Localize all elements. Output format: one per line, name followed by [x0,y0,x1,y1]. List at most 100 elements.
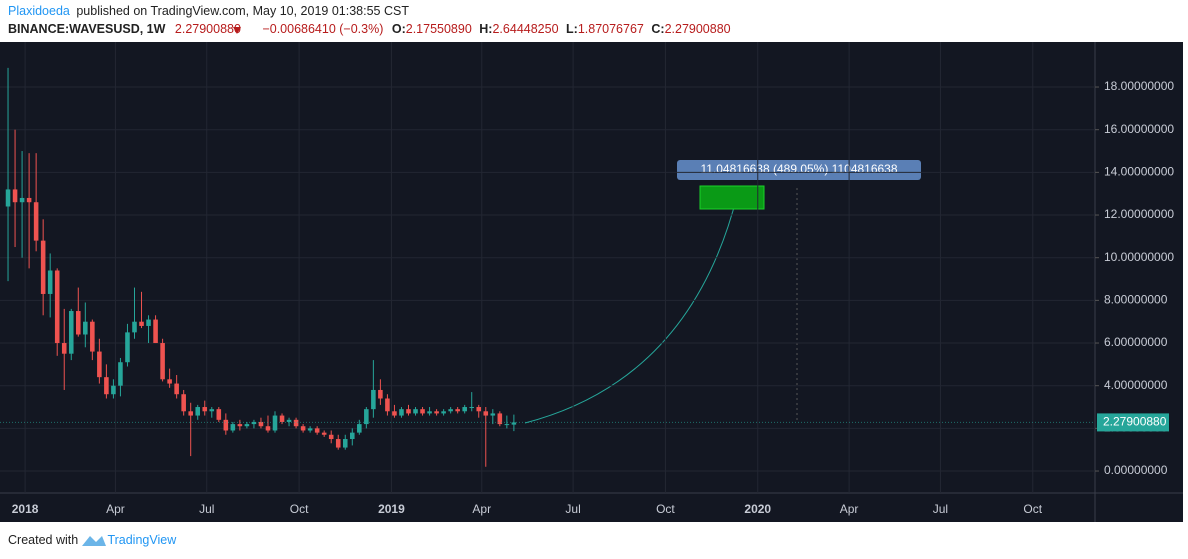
candle-body [223,419,229,431]
y-tick-label: 18.00000000 [1104,79,1174,93]
projection-curve [524,195,738,424]
y-tick-label: 8.00000000 [1104,293,1168,307]
candle-body [441,411,446,414]
candle-body [174,383,179,395]
brand[interactable]: TradingView [107,533,177,547]
brand-logo [82,536,106,546]
candle-body [68,311,74,354]
chart-bg [0,42,1183,522]
candle-body [321,432,327,435]
plot: 0.000000002.000000004.000000006.00000000… [0,42,1174,516]
candle-body [230,424,236,431]
candle-body [160,343,165,380]
candle-body [413,409,418,414]
candle-body [251,421,257,425]
x-tick-label: Oct [290,502,309,516]
candle-body [455,409,460,412]
candle-body [328,434,334,440]
candle-body [61,343,67,354]
o-value: 2.17550890 [406,22,472,36]
candle-body [511,422,517,425]
candle-body [279,415,285,422]
h-value: 2.64448250 [492,22,558,36]
candle-body [406,409,411,414]
candle-body [504,424,510,426]
change: −0.00686410 (−0.3%) [262,22,383,36]
l-label: L: [566,22,578,36]
candle-body [462,407,467,412]
candle-body [125,332,130,363]
x-tick-label: 2018 [12,502,39,516]
candle-body [357,424,362,433]
candle-body [342,439,348,448]
candle-body [469,407,475,409]
candle-body [139,321,144,326]
candle-body [392,411,397,416]
candle-body [258,421,264,427]
candle-body [237,424,243,427]
published: published on TradingView.com, May 10, 20… [76,4,409,18]
footer: Created with TradingView [8,533,177,547]
last-price-box [1097,413,1169,432]
candle-body [54,270,60,344]
y-tick-label: 4.00000000 [1104,378,1168,392]
candle-body [202,407,208,412]
projection-label: 11.04816638 (489.05%) 1104816638 [700,162,897,176]
y-tick-label: 16.00000000 [1104,122,1174,136]
candle-body [300,426,306,431]
candle-body [371,389,376,410]
candle-body [33,202,39,241]
candle-body [307,428,313,431]
price: 2.27900880 [175,22,241,36]
candle-body [188,411,193,416]
projection-box [677,160,921,180]
y-tick-label: 12.00000000 [1104,207,1174,221]
candle-body [40,240,46,294]
down-arrow [233,27,241,34]
candle-body [385,398,390,412]
c-value: 2.27900880 [665,22,731,36]
x-tick-label: 2019 [378,502,405,516]
y-tick-label: 14.00000000 [1104,165,1174,179]
x-tick-label: Jul [199,502,214,516]
candle-body [293,419,299,427]
x-tick-label: Oct [656,502,675,516]
candle-body [90,321,95,352]
x-tick-label: Apr [106,502,125,516]
last-price-label: 2.27900880 [1103,415,1167,429]
symbol: BINANCE:WAVESUSD, 1W [8,22,166,36]
candle-body [427,411,432,414]
candle-body [47,270,53,294]
y-tick-label: 6.00000000 [1104,335,1168,349]
candle-body [286,419,292,422]
c-label: C: [651,22,664,36]
candle-body [314,428,320,433]
candle-body [76,311,81,335]
candle-body [497,413,503,425]
author[interactable]: Plaxidoeda [8,4,70,18]
candle-body [118,362,123,386]
candle-body [111,385,116,395]
l-value: 1.87076767 [578,22,644,36]
candle-body [350,432,355,440]
symbol-line: BINANCE:WAVESUSD, 1W 2.27900880 −0.00686… [8,22,731,36]
candle-body [265,426,271,431]
candle-body [12,189,18,203]
x-tick-label: Jul [565,502,580,516]
created-with: Created with [8,533,78,547]
candle-body [420,409,425,414]
candle-body [335,439,341,448]
candle-body [97,351,102,378]
h-label: H: [479,22,492,36]
candle-body [244,424,250,427]
candle-body [364,409,369,425]
candle-body [132,321,137,333]
candle-body [19,197,25,203]
candle-body [216,409,222,420]
candle-body [378,389,383,399]
candle-body [448,409,453,412]
candle-body [476,407,482,412]
header-line: Plaxidoeda published on TradingView.com,… [8,4,409,18]
candle-body [104,377,109,395]
candle-body [434,411,439,414]
